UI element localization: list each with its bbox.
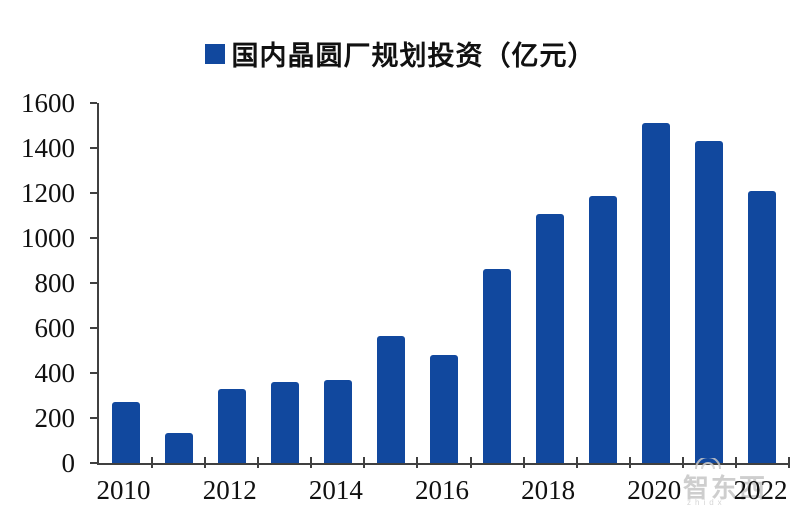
plot-area [90, 102, 790, 468]
x-axis-tick [628, 457, 631, 468]
x-axis-tick [363, 457, 366, 468]
y-tick-label: 1600 [21, 87, 75, 118]
bar-2019 [589, 196, 618, 463]
x-tick-label-2012: 2012 [202, 475, 257, 505]
legend-label: 国内晶圆厂规划投资（亿元） [231, 41, 596, 71]
y-tick-label: 1400 [21, 132, 75, 163]
bar-2014 [323, 379, 352, 463]
bar-2013 [270, 382, 299, 463]
y-axis-tick [90, 462, 97, 464]
bar-2010 [111, 402, 140, 463]
bar-2012 [217, 388, 246, 463]
y-axis-tick [90, 192, 97, 194]
y-tick-label: 0 [61, 447, 76, 478]
bar-2017 [483, 269, 512, 463]
x-tick-label-2018: 2018 [521, 475, 576, 505]
y-axis-tick [90, 102, 97, 104]
x-tick-label-2010: 2010 [96, 475, 151, 505]
x-tick-label-2014: 2014 [308, 475, 363, 505]
x-axis-tick [575, 457, 578, 468]
bar-2018 [536, 214, 565, 463]
y-tick-label: 1200 [21, 177, 75, 208]
y-axis-tick [90, 417, 97, 419]
bar-2015 [376, 335, 405, 463]
bar-2020 [642, 122, 671, 463]
y-axis-tick [90, 372, 97, 374]
x-axis-tick [522, 457, 525, 468]
x-tick-label-2020: 2020 [627, 475, 682, 505]
x-axis-tick [257, 457, 260, 468]
x-axis-tick [204, 457, 207, 468]
y-tick-label: 600 [34, 312, 76, 343]
bar-2021 [695, 140, 724, 463]
y-axis-tick [90, 282, 97, 284]
bar-2022 [748, 190, 777, 463]
y-axis-tick [90, 147, 97, 149]
y-tick-label: 400 [34, 357, 76, 388]
x-axis-tick [469, 457, 472, 468]
legend-color-swatch [204, 43, 225, 64]
x-axis-tick [734, 457, 737, 468]
y-tick-label: 1000 [21, 222, 75, 253]
chart-legend: 国内晶圆厂规划投资（亿元） [0, 34, 800, 73]
y-tick-label: 200 [34, 402, 76, 433]
y-axis-tick [90, 237, 97, 239]
bar-2011 [164, 433, 193, 463]
y-tick-label: 800 [34, 267, 76, 298]
bar-2016 [430, 355, 458, 463]
y-axis-tick [90, 327, 97, 329]
x-axis-tick [788, 457, 790, 468]
x-tick-label-2022: 2022 [733, 475, 788, 505]
x-axis-tick [151, 457, 154, 468]
x-axis-tick [310, 457, 313, 468]
x-axis-tick [416, 457, 419, 468]
x-tick-label-2016: 2016 [415, 475, 469, 505]
x-axis-tick [681, 457, 684, 468]
